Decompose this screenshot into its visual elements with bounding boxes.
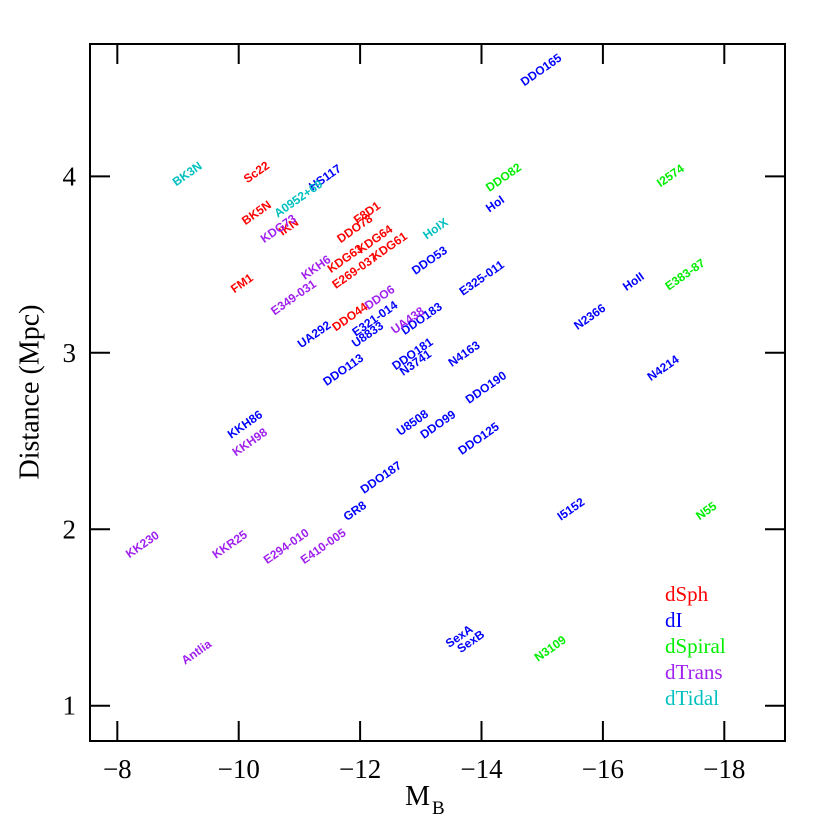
- point-label: E325-011: [457, 257, 507, 298]
- y-tick-label: 2: [63, 514, 77, 544]
- point-label: HoI: [483, 193, 507, 216]
- point-label: HoII: [620, 269, 647, 293]
- plot-frame: [89, 43, 786, 742]
- point-label: Sc22: [241, 158, 272, 186]
- point-label: DDO113: [320, 351, 366, 389]
- point-label: DDO187: [358, 458, 405, 496]
- x-tick-label: −12: [339, 754, 381, 784]
- point-label: I2574: [654, 161, 687, 190]
- legend-label: dI: [665, 608, 683, 632]
- x-tick-label: −14: [460, 754, 503, 784]
- point-label: N55: [693, 499, 719, 523]
- point-label: A0952+69: [271, 177, 325, 221]
- point-label: BK5N: [239, 198, 274, 228]
- point-label: DDO190: [463, 368, 510, 406]
- x-axis-label-sub: B: [432, 798, 445, 819]
- y-tick-label: 4: [63, 161, 77, 191]
- legend-label: dTidal: [665, 686, 719, 710]
- point-label: N4214: [645, 352, 682, 384]
- point-label: HoIX: [420, 215, 450, 242]
- point-label: I5152: [555, 495, 588, 524]
- x-tick-label: −18: [703, 754, 745, 784]
- x-tick-label: −8: [103, 754, 132, 784]
- point-label: N3109: [532, 633, 569, 665]
- point-label: FM1: [228, 270, 256, 295]
- point-label: BK3N: [170, 159, 205, 189]
- point-label: N4163: [446, 338, 483, 370]
- y-tick-label: 3: [63, 338, 77, 368]
- point-label: DDO125: [455, 419, 502, 457]
- x-tick-label: −10: [218, 754, 260, 784]
- y-axis-label: Distance (Mpc): [14, 305, 45, 480]
- point-label: E383-87: [662, 256, 707, 294]
- point-label: GR8: [341, 498, 370, 524]
- x-tick-label: −16: [582, 754, 624, 784]
- point-label: KKR25: [210, 527, 251, 561]
- legend-label: dSph: [665, 582, 709, 606]
- point-label: DDO165: [518, 50, 565, 88]
- legend-label: dSpiral: [665, 634, 726, 658]
- point-label: Antlia: [179, 637, 215, 668]
- legend-label: dTrans: [665, 660, 723, 684]
- point-label: E349-031: [268, 277, 319, 319]
- y-tick-label: 1: [63, 691, 77, 721]
- point-label: UA292: [295, 318, 334, 351]
- x-axis-label: M: [405, 781, 430, 812]
- point-label: KK230: [123, 528, 162, 561]
- point-label: N2366: [571, 301, 608, 333]
- point-label: DDO53: [409, 243, 450, 278]
- point-label: DDO82: [483, 160, 524, 195]
